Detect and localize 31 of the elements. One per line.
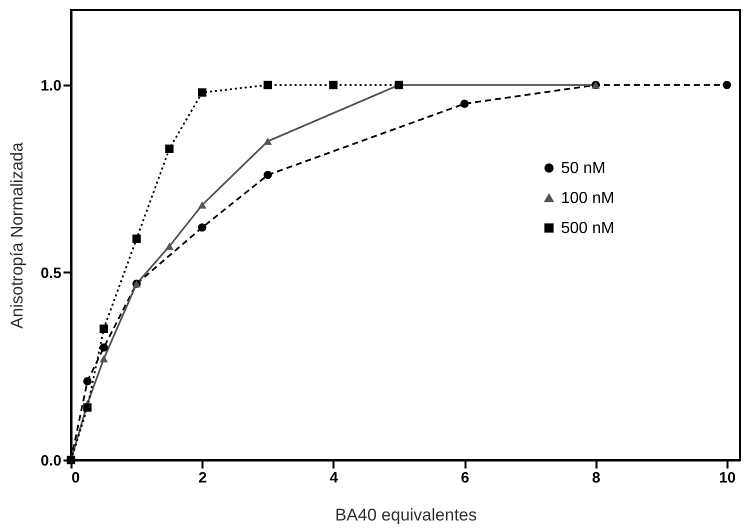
point (165, 144, 174, 153)
point (132, 234, 141, 243)
point (100, 324, 108, 333)
point (100, 343, 108, 352)
point (264, 80, 272, 90)
x-tick-label: 8 (592, 470, 600, 486)
x-tick-label: 10 (719, 470, 736, 486)
point (329, 80, 338, 90)
legend-label: 100 nM (561, 190, 614, 207)
legend-label: 500 nM (561, 220, 614, 237)
point (264, 138, 272, 145)
point (165, 242, 174, 250)
point (83, 403, 92, 412)
x-tick-label: 2 (198, 470, 207, 486)
y-axis-title: Anisotropía Normalizada (8, 142, 27, 329)
y-tick-label: 0.0 (40, 452, 62, 470)
x-tick-label: 4 (330, 470, 339, 486)
x-axis-title: BA40 equivalentes (335, 506, 477, 524)
point (722, 80, 732, 90)
point (460, 100, 469, 108)
x-tick-label: 6 (460, 470, 470, 486)
point (198, 88, 206, 97)
y-tick-label: 0.5 (40, 265, 62, 282)
point (198, 201, 206, 209)
point (264, 170, 272, 180)
legend-label: 50 nM (561, 160, 606, 177)
point (198, 223, 206, 232)
point (83, 377, 92, 386)
y-tick-label: 1.0 (40, 78, 62, 94)
x-tick-label: 0 (72, 470, 80, 486)
point (100, 355, 108, 362)
